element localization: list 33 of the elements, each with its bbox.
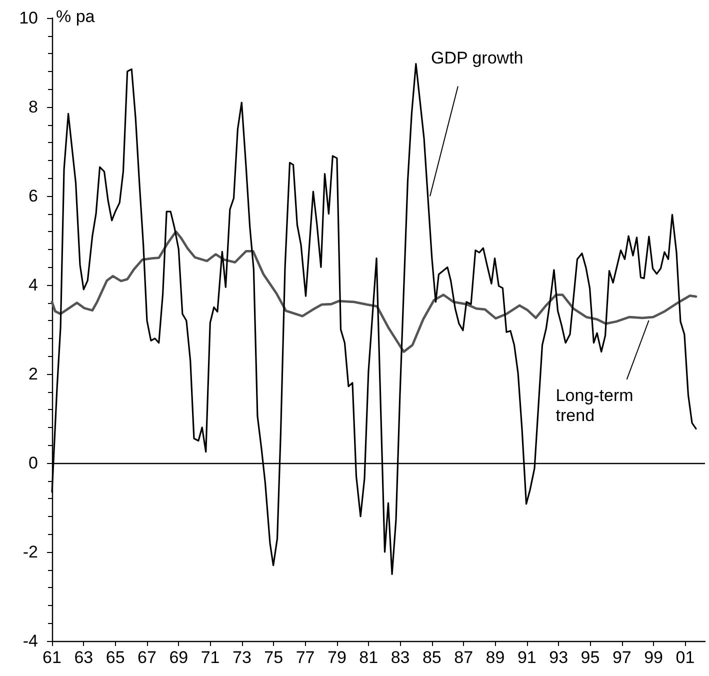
x-tick-label: 75 <box>264 648 284 667</box>
x-tick-label: 69 <box>169 648 188 667</box>
x-tick-label: 61 <box>42 648 62 667</box>
x-tick-label: 87 <box>454 648 474 667</box>
y-tick-label: 4 <box>28 276 38 294</box>
y-tick-label: -4 <box>22 632 38 650</box>
x-tick-label: 01 <box>676 648 695 667</box>
y-tick-label: 2 <box>28 364 38 384</box>
y-axis-title: % pa <box>56 7 96 26</box>
y-tick-label: 8 <box>28 98 38 116</box>
x-tick-label: 99 <box>644 648 664 667</box>
x-tick-label: 79 <box>327 648 346 667</box>
y-tick-label: 10 <box>19 8 38 28</box>
x-tick-label: 73 <box>232 648 252 667</box>
x-tick-label: 93 <box>549 648 568 667</box>
x-tick-label: 95 <box>580 648 600 667</box>
x-tick-label: 65 <box>106 648 125 667</box>
x-tick-label: 89 <box>486 648 505 667</box>
x-tick-label: 63 <box>74 648 94 667</box>
x-tick-label: 83 <box>390 648 410 667</box>
x-tick-label: 85 <box>422 648 442 667</box>
x-tick-label: 77 <box>296 648 315 667</box>
line-series <box>50 230 698 353</box>
y-tick-label: 0 <box>28 454 38 472</box>
x-tick-label: 67 <box>138 648 156 667</box>
x-tick-label: 81 <box>359 648 378 667</box>
annotation: GDP growth <box>430 48 524 68</box>
x-tick-label: 71 <box>200 648 220 667</box>
x-tick-label: 91 <box>517 648 536 667</box>
y-tick-label: 6 <box>28 186 38 206</box>
annotation: Long-term trend <box>556 386 638 425</box>
y-tick-label: -2 <box>22 542 38 562</box>
x-tick-label: 97 <box>612 648 632 667</box>
